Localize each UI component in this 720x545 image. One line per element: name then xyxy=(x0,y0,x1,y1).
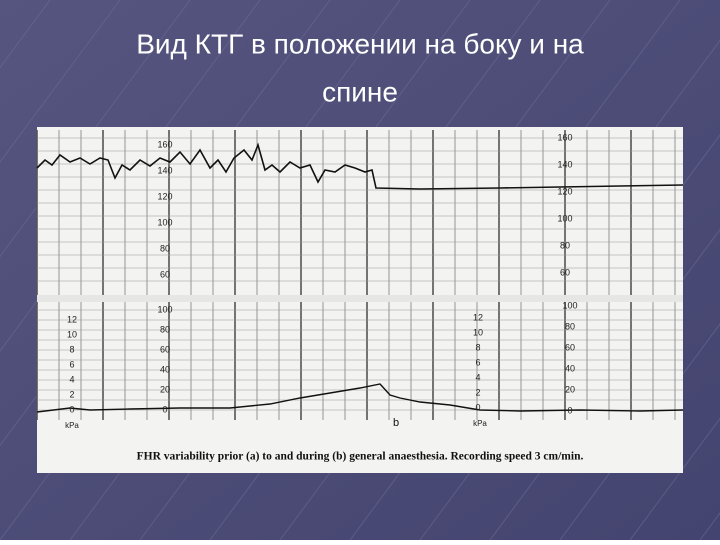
fhr-trace xyxy=(36,142,684,190)
lower-scale-label: 60 xyxy=(160,344,170,354)
upper-scale-label: 60 xyxy=(160,269,170,279)
pressure-scale-label: 4 xyxy=(475,372,480,382)
pressure-scale-label: 2 xyxy=(69,389,74,399)
upper-scale-label: 80 xyxy=(160,243,170,253)
ctg-figure: b FHR variability prior (a) to and durin… xyxy=(36,127,684,473)
pressure-scale-label: 0 xyxy=(69,404,74,414)
pressure-unit: kPa xyxy=(65,421,79,430)
upper-scale-label: 100 xyxy=(157,217,172,227)
pressure-scale-label: 6 xyxy=(69,359,74,369)
pressure-unit: kPa xyxy=(473,419,487,428)
pressure-scale-label: 12 xyxy=(473,312,483,322)
background-line xyxy=(0,0,121,163)
upper-scale-label: 120 xyxy=(557,186,572,196)
figure-caption: FHR variability prior (a) to and during … xyxy=(137,451,584,463)
pressure-scale-label: 2 xyxy=(475,387,480,397)
upper-scale-label: 60 xyxy=(560,267,570,277)
pressure-scale-label: 10 xyxy=(67,329,77,339)
pressure-scale-label: 6 xyxy=(475,357,480,367)
upper-scale-label: 160 xyxy=(557,132,572,142)
lower-scale-label: 100 xyxy=(562,300,577,310)
panel-label: b xyxy=(393,417,399,429)
pressure-scale-label: 12 xyxy=(67,314,77,324)
lower-scale-label: 40 xyxy=(565,363,575,373)
pressure-scale-label: 8 xyxy=(475,342,480,352)
background-line xyxy=(629,417,720,541)
pressure-scale-label: 8 xyxy=(69,344,74,354)
lower-scale-label: 100 xyxy=(157,304,172,314)
lower-scale-label: 0 xyxy=(162,404,167,414)
lower-scale-label: 20 xyxy=(160,384,170,394)
upper-scale-label: 100 xyxy=(557,213,572,223)
pressure-scale-label: 4 xyxy=(69,374,74,384)
pressure-scale-label: 0 xyxy=(475,402,480,412)
lower-scale-label: 80 xyxy=(160,324,170,334)
upper-scale-label: 120 xyxy=(157,191,172,201)
slide-title-line-2: спине xyxy=(322,76,398,107)
slide-title-line-1: Вид КТГ в положении на боку и на xyxy=(136,28,584,59)
background-line xyxy=(0,0,191,258)
lower-scale-label: 20 xyxy=(565,384,575,394)
lower-scale-label: 80 xyxy=(565,321,575,331)
upper-scale-label: 140 xyxy=(557,159,572,169)
upper-scale-label: 160 xyxy=(157,139,172,149)
lower-scale-label: 40 xyxy=(160,364,170,374)
lower-scale-label: 60 xyxy=(565,342,575,352)
pressure-scale-label: 10 xyxy=(473,327,483,337)
uterine-trace xyxy=(36,383,684,413)
strip-gap xyxy=(37,295,683,302)
upper-scale-label: 80 xyxy=(560,240,570,250)
lower-scale-label: 0 xyxy=(567,405,572,415)
upper-scale-label: 140 xyxy=(157,165,172,175)
figure-grid xyxy=(36,130,683,420)
